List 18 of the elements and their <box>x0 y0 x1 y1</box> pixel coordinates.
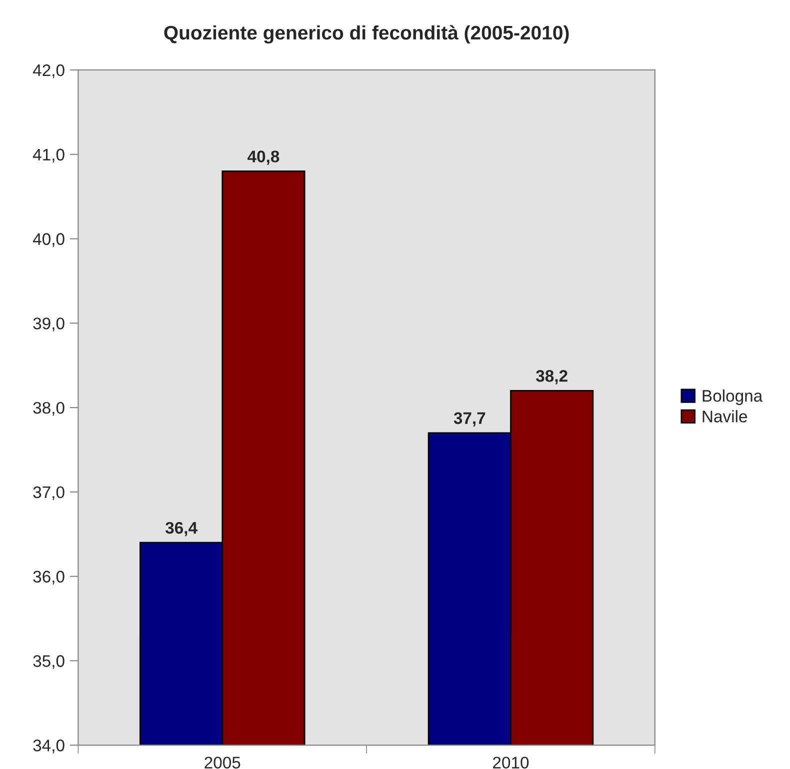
y-tick-label: 34,0 <box>33 740 64 754</box>
y-tick-label: 36,0 <box>33 570 64 585</box>
x-tick-label: 2010 <box>493 756 529 769</box>
y-tick-label: 37,0 <box>33 486 64 500</box>
data-label: 40,8 <box>248 150 280 165</box>
data-label: 36,4 <box>165 522 198 536</box>
y-tick-label: 38,0 <box>33 402 64 416</box>
y-tick-label: 40,0 <box>32 233 64 247</box>
legend-label: Bologna <box>702 390 763 406</box>
x-tick-label: 2005 <box>204 756 240 769</box>
data-label: 38,2 <box>536 370 568 384</box>
data-label: 37,7 <box>454 412 486 426</box>
y-tick-label: 41,0 <box>32 148 64 163</box>
y-tick-label: 35,0 <box>33 655 64 669</box>
y-tick-label: 42,0 <box>32 64 64 78</box>
y-tick-label: 39,0 <box>33 318 64 332</box>
chart-title: Quoziente generico di fecondità (2005-2010) <box>164 25 569 44</box>
legend-label: Navile <box>702 410 748 422</box>
